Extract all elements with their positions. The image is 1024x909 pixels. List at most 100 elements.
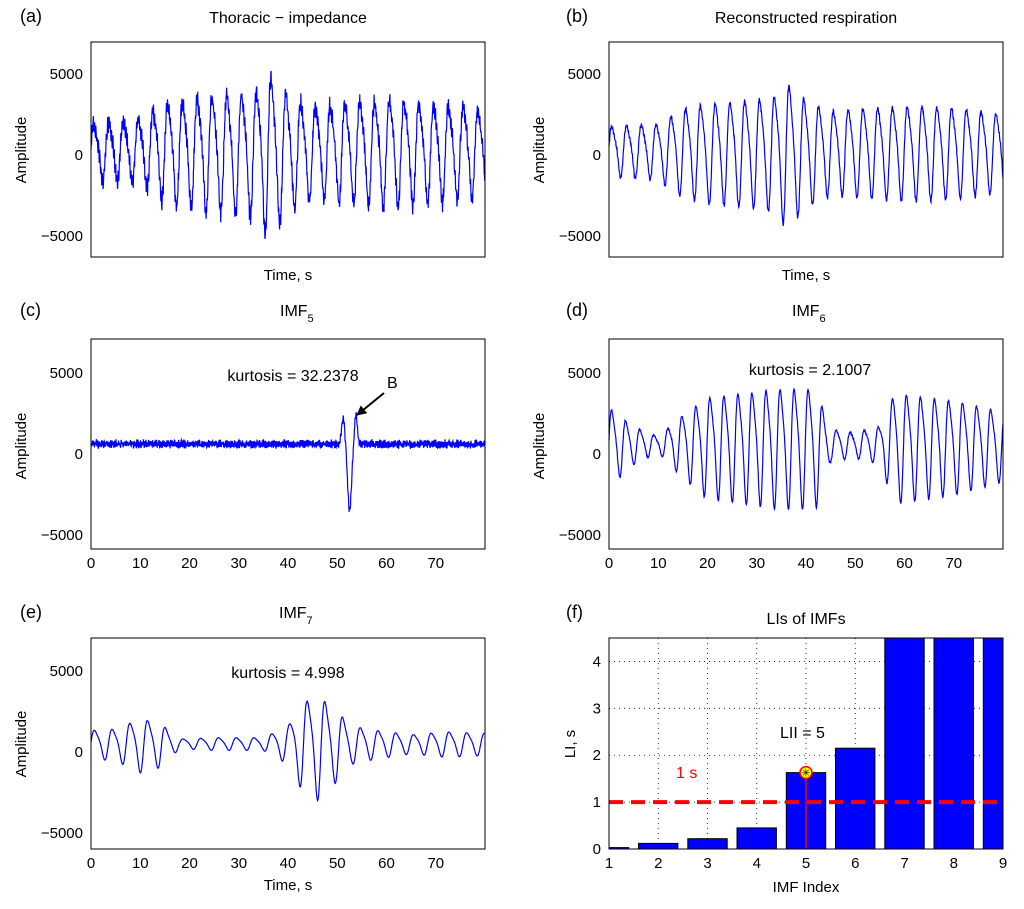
panel-f-xlabel: IMF Index — [773, 879, 840, 896]
panel-f-ytick-0: 0 — [593, 841, 601, 858]
panel-a-title: Thoracic − impedance — [209, 10, 367, 27]
panel-b-signal — [608, 84, 1004, 226]
panel-f-bar-8 — [933, 637, 974, 850]
panel-d-xtick-40: 40 — [798, 555, 815, 572]
panel-e-xtick-40: 40 — [280, 855, 297, 872]
panel-c-title: IMF5 — [280, 303, 314, 325]
panel-e: (e) IMF7 5000 0 −5000 0 10 20 30 40 50 60 70 Am… — [13, 602, 486, 894]
panel-a-label: (a) — [20, 6, 42, 26]
panel-c-ytick-0: 0 — [75, 446, 83, 463]
panel-e-xtick-20: 20 — [181, 855, 198, 872]
panel-f-title: LIs of IMFs — [766, 611, 845, 628]
panel-a: (a) Thoracic − impedance 5000 0 −5000 Am… — [13, 6, 486, 284]
panel-c-ytick-5000: 5000 — [50, 365, 83, 382]
panel-f-bar-7 — [884, 637, 925, 850]
panel-b-label: (b) — [566, 6, 588, 26]
panel-b-xlabel: Time, s — [782, 267, 831, 284]
panel-c-kurtosis: kurtosis = 32.2378 — [227, 368, 358, 385]
panel-c-ylabel: Amplitude — [13, 413, 30, 480]
panel-f-marker — [799, 765, 813, 780]
panel-f-lii-label: LII = 5 — [780, 725, 825, 742]
panel-d-ytick-neg5000: −5000 — [559, 527, 601, 544]
panel-c-arrow-label: B — [387, 375, 398, 392]
panel-f-xtick-2: 2 — [654, 855, 662, 872]
panel-b-ytick-neg5000: −5000 — [559, 228, 601, 245]
panel-f-xticks: 1 2 3 4 5 6 7 8 9 — [605, 855, 1007, 872]
panel-c-signal — [90, 412, 486, 512]
panel-d-ytick-5000: 5000 — [568, 365, 601, 382]
panel-c-arrow — [356, 392, 385, 416]
panel-c-xtick-60: 60 — [378, 555, 395, 572]
panel-f-label: (f) — [566, 602, 583, 622]
panel-d-xtick-30: 30 — [748, 555, 765, 572]
panel-d-title: IMF6 — [792, 303, 826, 325]
panel-c-xtick-70: 70 — [427, 555, 444, 572]
panel-c-xtick-0: 0 — [87, 555, 95, 572]
panel-c-xticks: 0 10 20 30 40 50 60 70 — [87, 555, 444, 572]
panel-e-ylabel: Amplitude — [13, 711, 30, 778]
panel-d-axes-box — [608, 338, 1004, 550]
panel-e-ytick-0: 0 — [75, 744, 83, 761]
panel-e-xtick-60: 60 — [378, 855, 395, 872]
panel-e-xtick-10: 10 — [132, 855, 149, 872]
panel-f-xtick-6: 6 — [851, 855, 859, 872]
panel-c-xtick-10: 10 — [132, 555, 149, 572]
panel-d-kurtosis: kurtosis = 2.1007 — [749, 362, 871, 379]
panel-d-signal — [608, 387, 1004, 512]
panel-e-xlabel: Time, s — [264, 877, 313, 894]
panel-a-ylabel: Amplitude — [13, 117, 30, 184]
panel-e-xtick-30: 30 — [230, 855, 247, 872]
panel-a-xlabel: Time, s — [264, 267, 313, 284]
panel-d: (d) IMF6 5000 0 −5000 0 10 20 30 40 50 60 70 Am… — [531, 300, 1004, 572]
panel-d-ylabel: Amplitude — [531, 413, 548, 480]
panel-a-ytick-0: 0 — [75, 147, 83, 164]
panel-b-axes-box — [608, 41, 1004, 258]
panel-e-kurtosis: kurtosis = 4.998 — [231, 665, 345, 682]
panel-d-ytick-0: 0 — [593, 446, 601, 463]
panel-e-xtick-0: 0 — [87, 855, 95, 872]
panel-f-bar-3 — [687, 838, 728, 850]
panel-c-signal-line — [90, 412, 486, 512]
panel-b: (b) Reconstructed respiration 5000 0 −50… — [531, 6, 1004, 284]
panel-c-ytick-neg5000: −5000 — [41, 527, 83, 544]
panel-f-bars — [608, 637, 1004, 850]
panel-b-ytick-0: 0 — [593, 147, 601, 164]
panel-f-xtick-8: 8 — [950, 855, 958, 872]
panel-e-signal-line — [90, 700, 486, 803]
panel-c-xtick-50: 50 — [329, 555, 346, 572]
panel-f-marker-star: ✳ — [801, 768, 810, 780]
panel-d-xtick-50: 50 — [847, 555, 864, 572]
panel-b-title: Reconstructed respiration — [715, 10, 897, 27]
panel-d-xticks: 0 10 20 30 40 50 60 70 — [605, 555, 962, 572]
panel-d-xtick-60: 60 — [896, 555, 913, 572]
panel-b-ytick-5000: 5000 — [568, 66, 601, 83]
panel-e-ytick-5000: 5000 — [50, 663, 83, 680]
panel-a-axes-box — [90, 41, 486, 258]
panel-f-bar-2 — [638, 842, 679, 850]
panel-e-signal — [90, 700, 486, 803]
panel-f-xtick-9: 9 — [999, 855, 1007, 872]
panel-f-ytick-2: 2 — [593, 747, 601, 764]
panel-e-axes-box — [90, 637, 486, 850]
panel-e-xticks: 0 10 20 30 40 50 60 70 — [87, 855, 444, 872]
panel-f-yticks: 0 1 2 3 4 — [593, 653, 601, 858]
panel-d-xtick-10: 10 — [650, 555, 667, 572]
panel-b-signal-line — [608, 84, 1004, 226]
panel-a-signal-line — [90, 70, 486, 240]
panel-e-xtick-70: 70 — [427, 855, 444, 872]
panel-f-bar-4 — [736, 827, 777, 850]
panel-f-xtick-4: 4 — [753, 855, 761, 872]
panel-b-ylabel: Amplitude — [531, 117, 548, 184]
panel-f-xtick-7: 7 — [900, 855, 908, 872]
panel-f-ytick-1: 1 — [593, 794, 601, 811]
panel-c-xtick-40: 40 — [280, 555, 297, 572]
panel-f-xtick-3: 3 — [703, 855, 711, 872]
panel-f-bar-6 — [835, 747, 876, 850]
panel-f-ytick-3: 3 — [593, 700, 601, 717]
panel-c-label: (c) — [20, 300, 41, 320]
panel-d-xtick-70: 70 — [945, 555, 962, 572]
panel-c: (c) IMF5 5000 0 −5000 0 10 20 30 40 50 60 70 Am… — [13, 300, 486, 572]
panel-f-threshold-label: 1 s — [676, 765, 697, 782]
